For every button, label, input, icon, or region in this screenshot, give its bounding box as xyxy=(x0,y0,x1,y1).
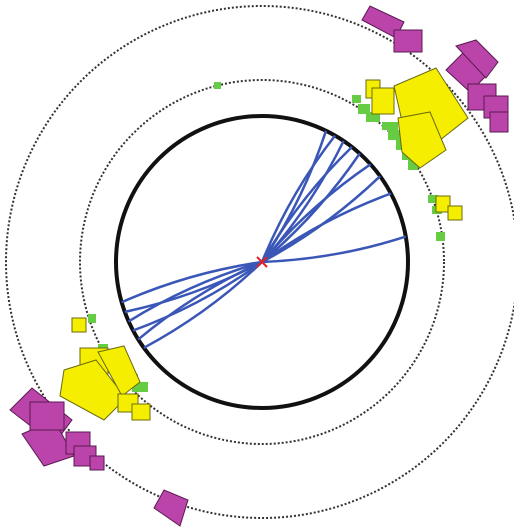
track xyxy=(124,260,263,314)
hcal-towers xyxy=(59,67,469,421)
ecal-hit xyxy=(352,95,361,103)
ecal-hit xyxy=(388,130,402,140)
hcal-tower xyxy=(435,195,451,213)
muon-tower xyxy=(393,29,423,53)
ecal-hit xyxy=(428,195,438,203)
tracker-boundary xyxy=(114,114,410,410)
muon-tower xyxy=(89,455,105,471)
muon-tower xyxy=(489,111,509,133)
track xyxy=(261,163,372,263)
muon-towers xyxy=(9,5,509,527)
ecal-hit xyxy=(366,112,380,122)
hcal-tower xyxy=(71,317,87,333)
hcal-tower xyxy=(131,403,151,421)
ecal-hit xyxy=(132,382,148,392)
ecal-hit xyxy=(382,122,398,130)
hcal-tower xyxy=(397,111,447,169)
track xyxy=(143,261,263,349)
track xyxy=(132,260,263,332)
muon-tower xyxy=(153,489,189,527)
track xyxy=(260,146,353,263)
ecal-hit xyxy=(88,314,96,323)
track xyxy=(127,260,263,323)
track xyxy=(121,260,263,304)
x-marker-icon xyxy=(256,256,268,268)
track xyxy=(261,152,361,263)
hcal-tower xyxy=(59,359,127,421)
hcal-tower xyxy=(447,205,463,221)
ecal-hit xyxy=(358,104,370,114)
inner-detector-ring xyxy=(79,79,445,445)
hcal-tower xyxy=(97,345,141,397)
ecal-hit xyxy=(408,160,418,170)
track xyxy=(261,192,392,264)
hcal-tower xyxy=(371,87,395,115)
ecal-hit xyxy=(214,82,221,89)
muon-tower xyxy=(29,401,65,431)
outer-detector-ring xyxy=(5,5,514,519)
muon-tower xyxy=(455,39,499,79)
track xyxy=(260,134,336,263)
track-group xyxy=(121,130,407,349)
ecal-hit xyxy=(436,232,445,241)
track xyxy=(261,235,407,264)
